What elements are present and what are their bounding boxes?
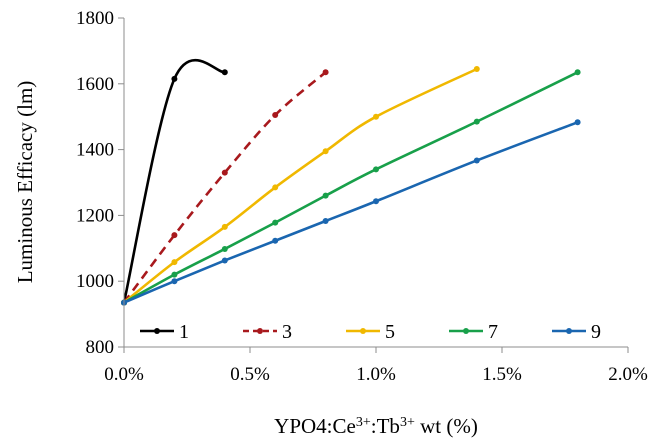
series-line-5: [123, 67, 478, 304]
legend-label-1: 1: [179, 321, 189, 343]
data-point-7: [373, 166, 379, 173]
x-axis-title-sup2: 3+: [400, 415, 415, 430]
data-point-9: [473, 157, 480, 164]
data-point-3: [171, 232, 178, 239]
y-tick-label: 800: [86, 337, 115, 358]
data-point-5: [322, 148, 329, 155]
y-tick-label: 1800: [76, 8, 114, 29]
data-point-1: [221, 69, 228, 76]
data-point-9: [221, 257, 228, 264]
data-point-5: [272, 184, 279, 191]
x-axis-title-base: YPO4:Ce: [274, 414, 356, 438]
data-point-3: [221, 169, 228, 176]
x-axis-title-end: wt (%): [415, 414, 478, 438]
data-point-3: [322, 69, 329, 76]
legend-marker-7: [463, 328, 469, 334]
legend-marker-5: [360, 328, 366, 334]
data-point-7: [221, 245, 228, 252]
data-point-9: [272, 237, 279, 244]
y-tick-label: 1200: [76, 205, 114, 226]
legend-label-3: 3: [282, 321, 292, 343]
data-point-5: [171, 259, 178, 266]
series-line-1: [122, 58, 226, 303]
axes: 800 1000 1200 1400 1600 1800 0.0% 0.5% 1.0% 1.5% 2…: [76, 8, 648, 385]
legend-marker-9: [566, 328, 572, 334]
x-tick-label: 1.5%: [482, 364, 522, 385]
x-tick-label: 0.0%: [104, 364, 144, 385]
data-point-5: [373, 113, 379, 120]
data-point-7: [171, 271, 178, 278]
data-point-7: [272, 219, 279, 226]
data-point-9: [373, 198, 379, 205]
legend-marker-3: [257, 328, 263, 334]
x-tick-label: 2.0%: [608, 364, 648, 385]
x-tick-label: 1.0%: [356, 364, 396, 385]
y-axis-title: Luminous Efficacy (lm): [13, 81, 37, 284]
series-line-7: [123, 71, 579, 304]
legend-label-5: 5: [385, 321, 395, 343]
legend-label-7: 7: [488, 321, 498, 343]
data-point-9: [171, 278, 178, 285]
x-axis-title-sup1: 3+: [356, 415, 371, 430]
data-point-9: [322, 217, 329, 224]
data-point-7: [574, 69, 581, 76]
data-point-5: [473, 65, 480, 72]
series-line-3: [122, 71, 327, 304]
x-axis-title-mid: :Tb: [371, 414, 400, 438]
y-tick-label: 1400: [76, 140, 114, 161]
y-tick-label: 1600: [76, 74, 114, 95]
data-point-5: [221, 223, 228, 230]
data-point-1: [171, 75, 178, 82]
y-tick-label: 1000: [76, 271, 114, 292]
data-point-7: [473, 118, 480, 125]
x-axis-title: YPO4:Ce3+:Tb3+ wt (%): [274, 414, 478, 438]
data-point-9: [574, 119, 581, 126]
data-point-3: [272, 112, 279, 119]
legend-label-9: 9: [591, 321, 601, 343]
plot-area: [121, 58, 581, 306]
x-tick-label: 0.5%: [230, 364, 270, 385]
data-point-7: [322, 192, 329, 199]
legend-marker-1: [154, 328, 160, 334]
legend: 1 3 5 7 9: [140, 321, 601, 343]
